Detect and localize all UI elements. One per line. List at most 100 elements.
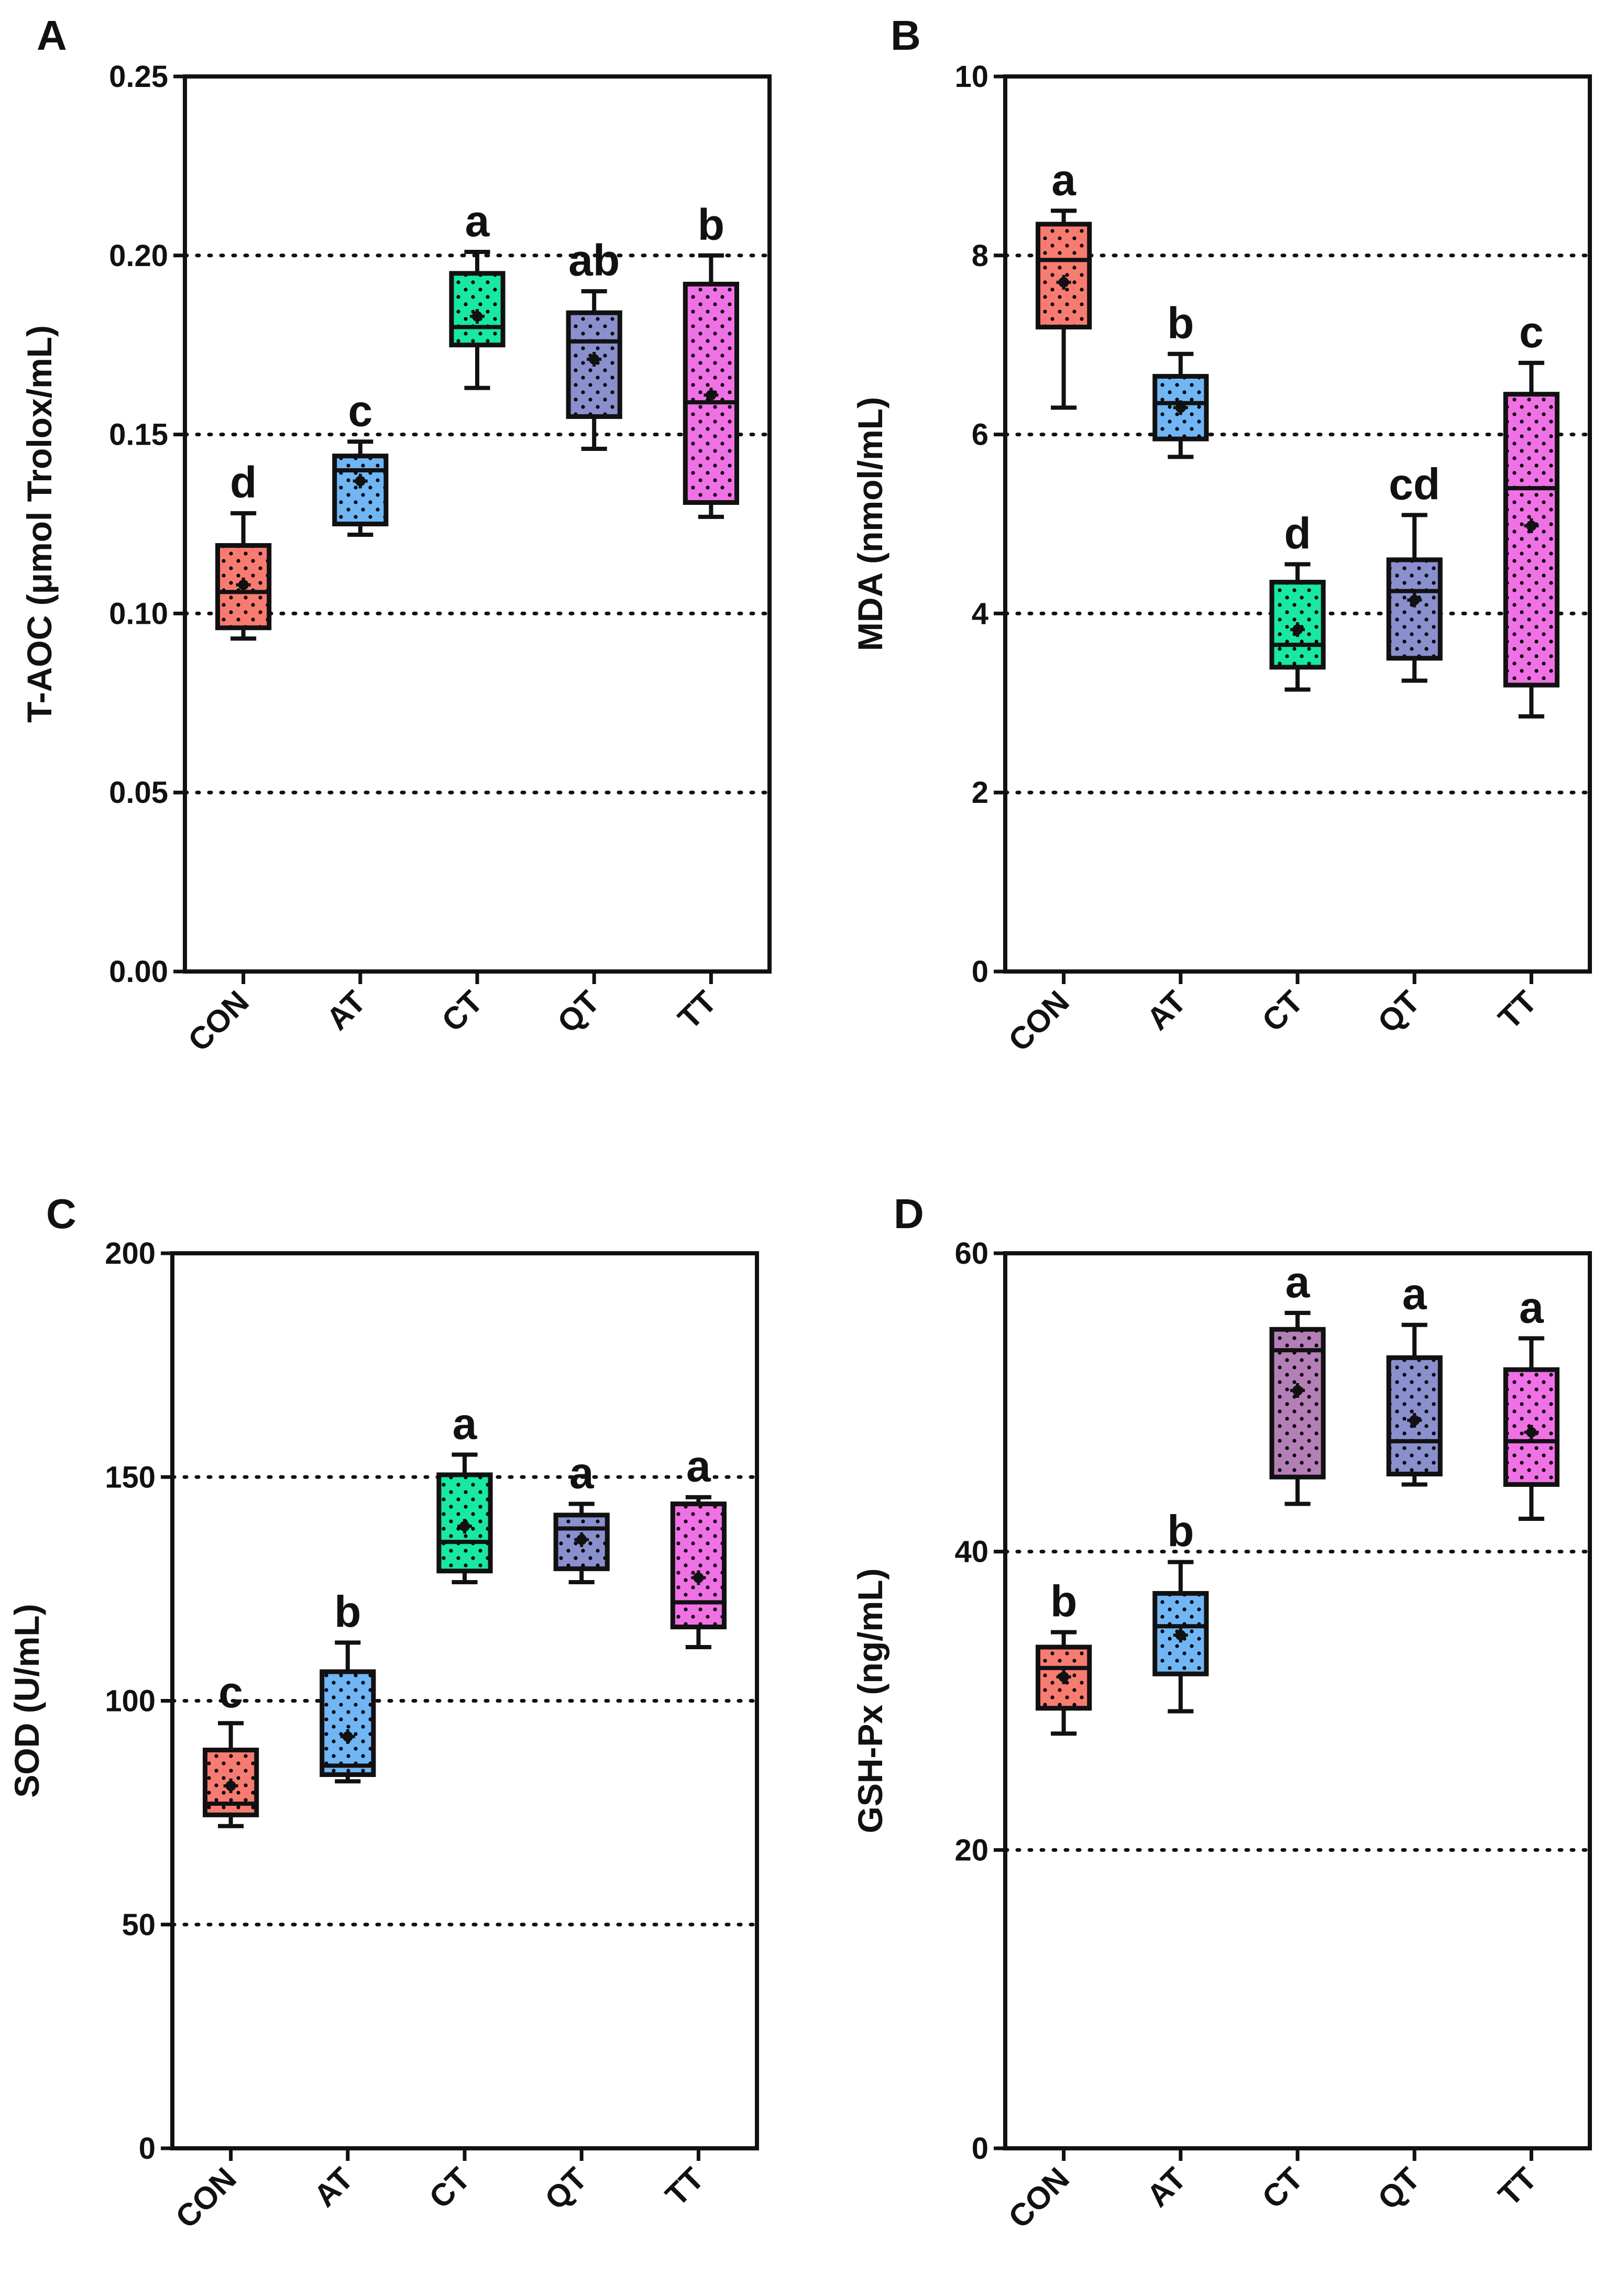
category-label: TT — [658, 2161, 710, 2213]
mean-cross — [340, 1729, 355, 1744]
mean-cross — [470, 309, 485, 324]
panel-label-d: D — [894, 1190, 924, 1237]
box-outline — [1035, 1644, 1092, 1711]
mean-cross — [1290, 622, 1305, 637]
significance-letter: a — [569, 1449, 595, 1498]
box-outline — [566, 310, 622, 419]
y-tick-label: 4 — [972, 597, 988, 631]
mean-cross — [236, 577, 251, 592]
y-tick-label: 200 — [105, 1237, 156, 1271]
y-tick-label: 0.15 — [109, 418, 168, 452]
significance-letter: a — [465, 196, 490, 246]
category-label: AT — [1140, 2161, 1193, 2214]
y-tick-label: 8 — [972, 239, 988, 273]
category-label: CT — [422, 2161, 477, 2215]
category-label: AT — [320, 984, 372, 1037]
category-label: QT — [1371, 2161, 1426, 2216]
box-dots — [1389, 559, 1441, 658]
box-dots — [334, 456, 386, 524]
box-outline — [1035, 222, 1092, 330]
significance-letter: b — [1050, 1576, 1077, 1626]
y-tick-label: 0.00 — [109, 955, 168, 989]
category-label: QT — [538, 2161, 594, 2216]
y-axis-label: MDA (nmol/mL) — [851, 397, 889, 651]
box-outline — [1269, 1327, 1326, 1480]
mean-cross — [587, 352, 602, 367]
mean-cross — [1173, 1628, 1188, 1643]
y-tick-label: 10 — [954, 60, 988, 94]
significance-letter: a — [1286, 1257, 1311, 1307]
panel-c: 0 50 100 150 200 SOD (U/mL) CON c AT b CT a QT a TT a — [7, 1237, 759, 2235]
box-outline — [332, 454, 389, 527]
box-outline — [1503, 392, 1560, 688]
box-outline — [320, 1669, 376, 1777]
mean-cross — [704, 388, 719, 403]
category-label: TT — [1491, 2161, 1543, 2213]
box-outline — [1152, 374, 1209, 441]
significance-letter: a — [1402, 1270, 1427, 1319]
category-label: TT — [1491, 984, 1543, 1036]
significance-letter: cd — [1389, 459, 1440, 509]
box-outline — [553, 1513, 610, 1571]
box-outline — [1386, 1355, 1443, 1477]
significance-letter: c — [1519, 307, 1544, 357]
mean-cross — [223, 1778, 238, 1793]
category-label: CON — [1002, 2161, 1076, 2235]
y-tick-label: 0.25 — [109, 60, 168, 94]
y-tick-label: 6 — [972, 418, 988, 452]
box-dots — [322, 1671, 373, 1775]
significance-letter: b — [1167, 1507, 1194, 1556]
box-outline — [1269, 580, 1326, 670]
box-outline — [1386, 557, 1443, 661]
box-outline — [683, 281, 740, 505]
y-tick-label: 2 — [972, 776, 988, 810]
category-label: CON — [1002, 984, 1076, 1058]
y-tick-label: 0 — [972, 2132, 988, 2166]
significance-letter: d — [1284, 509, 1311, 558]
y-tick-label: 0.10 — [109, 597, 168, 631]
y-tick-label: 60 — [954, 1237, 988, 1271]
category-label: TT — [671, 984, 723, 1036]
category-label: CON — [169, 2161, 243, 2235]
y-tick-label: 0 — [139, 2132, 156, 2166]
mean-cross — [1524, 518, 1539, 533]
mean-cross — [353, 473, 368, 489]
significance-letter: c — [348, 386, 372, 435]
significance-letter: a — [1051, 155, 1076, 204]
panel-b: 0 2 4 6 8 10 MDA (nmol/mL) CON a AT b CT d QT cd TT c — [851, 60, 1592, 1058]
mean-cross — [457, 1519, 472, 1534]
category-label: CT — [1255, 984, 1310, 1039]
significance-letter: a — [453, 1399, 478, 1449]
y-tick-label: 100 — [105, 1684, 156, 1718]
significance-letter: a — [1519, 1283, 1544, 1332]
category-label: QT — [1371, 984, 1426, 1040]
y-tick-label: 0 — [972, 955, 988, 989]
box-dots — [673, 1504, 724, 1627]
y-tick-label: 40 — [954, 1535, 988, 1569]
mean-cross — [1407, 592, 1422, 608]
mean-cross — [1407, 1413, 1422, 1428]
panel-label-c: C — [46, 1190, 76, 1237]
significance-letter: b — [698, 200, 724, 249]
category-label: AT — [307, 2161, 360, 2214]
mean-cross — [1056, 275, 1071, 290]
significance-letter: ab — [568, 236, 620, 285]
significance-letter: b — [1167, 299, 1194, 348]
significance-letter: c — [218, 1668, 243, 1717]
y-axis-label: GSH-Px (ng/mL) — [851, 1569, 889, 1834]
panel-d: 0 20 40 60 GSH-Px (ng/mL) CON b AT b CT a QT a TT a — [851, 1237, 1592, 2235]
box-outline — [215, 543, 272, 631]
category-label: QT — [551, 984, 606, 1040]
category-label: AT — [1140, 984, 1193, 1037]
panel-label-b: B — [891, 12, 921, 59]
box-outline — [1152, 1591, 1209, 1676]
mean-cross — [1173, 400, 1188, 415]
box-dots — [1506, 394, 1557, 686]
significance-letter: b — [334, 1587, 361, 1636]
box-outline — [202, 1747, 259, 1817]
panel-a: 0.00 0.05 0.10 0.15 0.20 0.25 T-AOC (μmol Trol… — [20, 60, 772, 1058]
significance-letter: d — [230, 458, 257, 507]
box-dots — [1271, 1329, 1324, 1477]
box-outline — [436, 1472, 493, 1574]
